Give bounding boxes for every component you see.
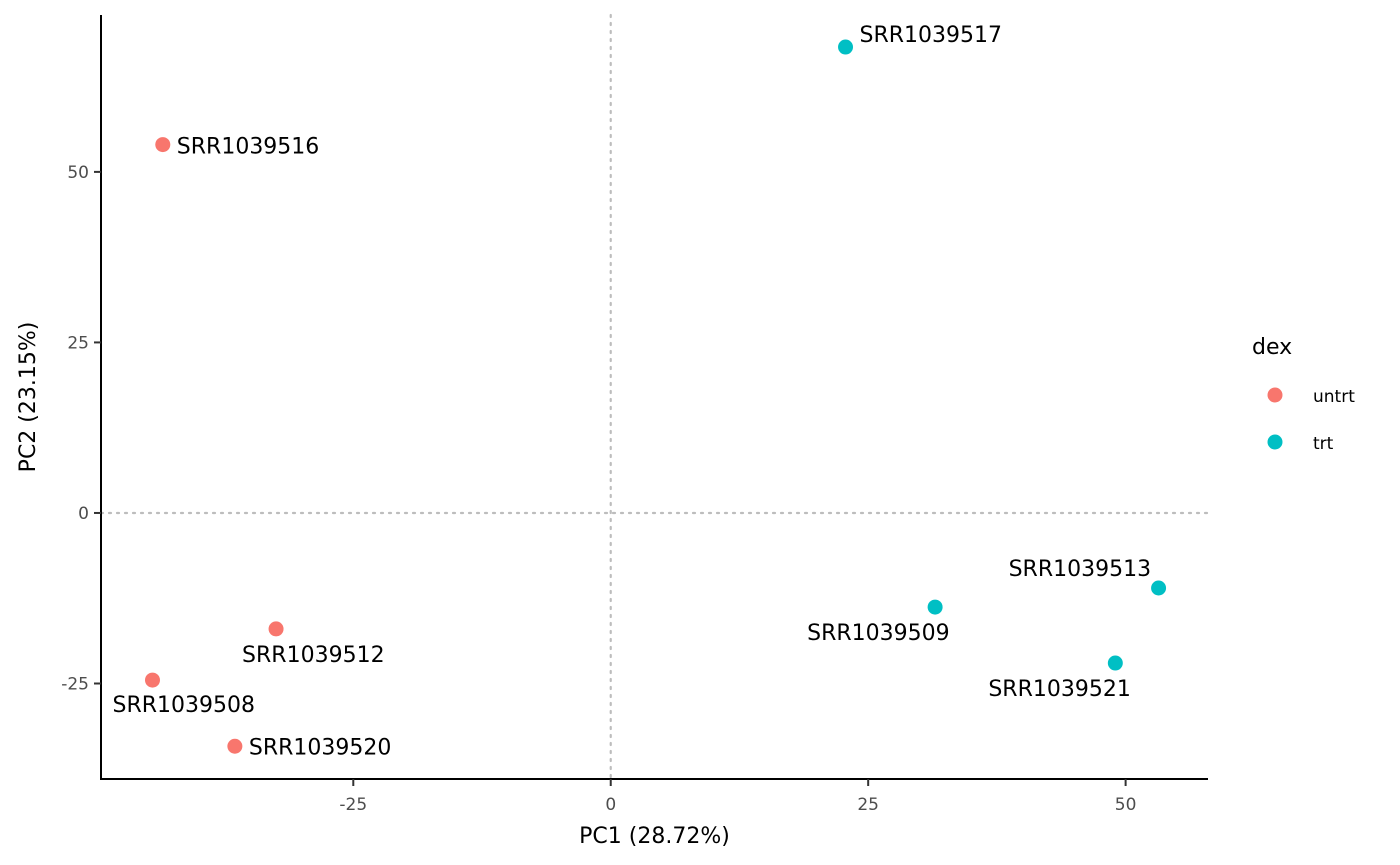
data-point-untrt: [268, 621, 284, 637]
y-tick-label: 50: [67, 163, 89, 183]
y-axis-title: PC2 (23.15%): [16, 322, 41, 473]
axes: -25 0 25 50 -25 0 25 50: [61, 15, 1208, 815]
point-label: SRR1039508: [112, 693, 255, 718]
x-tick-label: 25: [857, 795, 879, 815]
data-point-untrt: [227, 738, 243, 754]
reference-lines: [99, 13, 1210, 781]
x-axis-title: PC1 (28.72%): [579, 824, 730, 849]
point-label: SRR1039513: [1009, 557, 1152, 582]
legend: dex untrt trt: [1252, 335, 1355, 454]
x-tick-label: -25: [339, 795, 367, 815]
x-tick-label: 0: [605, 795, 616, 815]
data-point-untrt: [155, 137, 171, 153]
legend-key-untrt: [1267, 387, 1283, 403]
legend-title: dex: [1252, 335, 1292, 360]
point-labels: SRR1039516 SRR1039512 SRR1039508 SRR1039520…: [112, 23, 1151, 760]
x-tick-label: 50: [1115, 795, 1137, 815]
point-label: SRR1039512: [242, 643, 385, 668]
y-tick-label: -25: [61, 675, 89, 695]
y-tick-label: 0: [78, 504, 89, 524]
legend-label: untrt: [1313, 387, 1355, 407]
data-point-trt: [1107, 655, 1123, 671]
point-label: SRR1039521: [988, 677, 1131, 702]
data-points: [144, 39, 1167, 754]
legend-label: trt: [1313, 434, 1334, 454]
data-point-untrt: [144, 672, 160, 688]
point-label: SRR1039516: [177, 135, 320, 160]
data-point-trt: [838, 39, 854, 55]
point-label: SRR1039517: [860, 23, 1003, 48]
data-point-trt: [1151, 580, 1167, 596]
point-label: SRR1039520: [249, 735, 392, 760]
y-tick-label: 25: [67, 333, 89, 353]
data-point-trt: [927, 599, 943, 615]
legend-key-trt: [1267, 434, 1283, 450]
point-label: SRR1039509: [807, 621, 950, 646]
